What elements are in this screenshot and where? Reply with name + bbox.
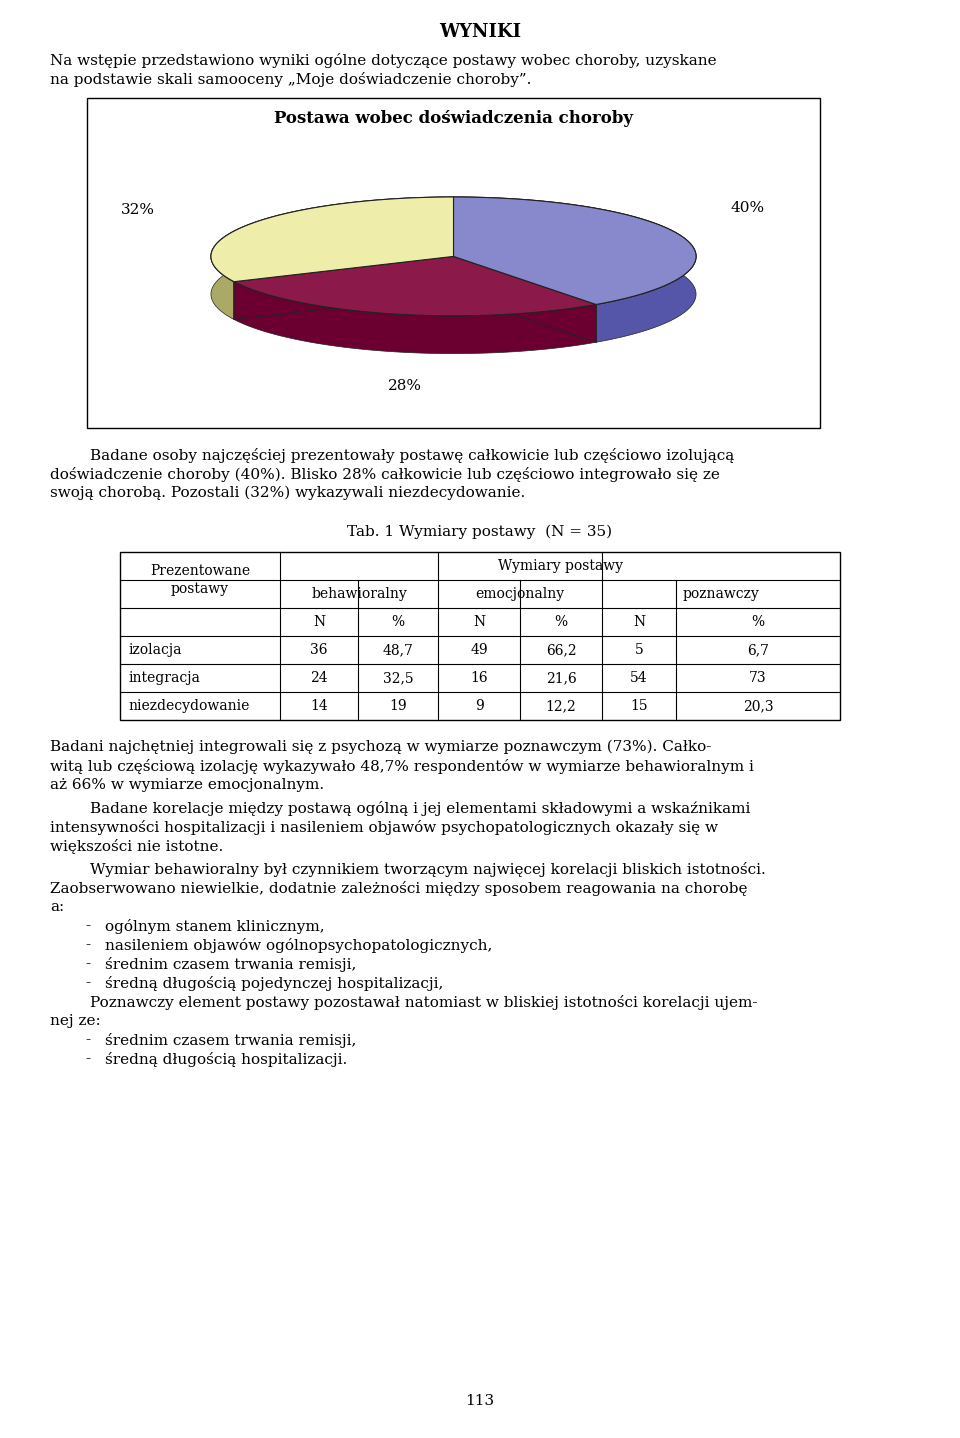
Text: integracja: integracja bbox=[128, 672, 200, 684]
Text: nej ze:: nej ze: bbox=[50, 1014, 101, 1028]
Text: swoją chorobą. Pozostali (32%) wykazywali niezdecydowanie.: swoją chorobą. Pozostali (32%) wykazywal… bbox=[50, 486, 525, 500]
Text: 54: 54 bbox=[630, 672, 648, 684]
Polygon shape bbox=[234, 282, 596, 354]
Text: N: N bbox=[473, 615, 485, 628]
Text: 113: 113 bbox=[466, 1393, 494, 1408]
Text: Tab. 1 Wymiary postawy  (N = 35): Tab. 1 Wymiary postawy (N = 35) bbox=[348, 525, 612, 539]
Text: doświadczenie choroby (40%). Blisko 28% całkowicie lub częściowo integrowało się: doświadczenie choroby (40%). Blisko 28% … bbox=[50, 467, 720, 482]
Polygon shape bbox=[453, 197, 696, 305]
Text: witą lub częściową izolację wykazywało 48,7% respondentów w wymiarze behawioraln: witą lub częściową izolację wykazywało 4… bbox=[50, 759, 754, 774]
Text: -: - bbox=[85, 976, 90, 989]
Text: średną długością hospitalizacji.: średną długością hospitalizacji. bbox=[105, 1053, 348, 1067]
Text: Badani najchętniej integrowali się z psychozą w wymiarze poznawczym (73%). Całko: Badani najchętniej integrowali się z psy… bbox=[50, 741, 711, 755]
Text: %: % bbox=[752, 615, 764, 628]
Text: aż 66% w wymiarze emocjonalnym.: aż 66% w wymiarze emocjonalnym. bbox=[50, 778, 324, 792]
Text: poznawczy: poznawczy bbox=[683, 587, 759, 601]
Text: %: % bbox=[555, 615, 567, 628]
Text: WYNIKI: WYNIKI bbox=[439, 23, 521, 42]
Polygon shape bbox=[234, 256, 596, 316]
Polygon shape bbox=[453, 256, 596, 342]
Text: 48,7: 48,7 bbox=[383, 643, 414, 657]
Polygon shape bbox=[211, 197, 453, 282]
Text: intensywności hospitalizacji i nasileniem objawów psychopatologicznych okazały s: intensywności hospitalizacji i nasilenie… bbox=[50, 820, 718, 835]
Text: emocjonalny: emocjonalny bbox=[475, 587, 564, 601]
Text: 66,2: 66,2 bbox=[545, 643, 576, 657]
Text: N: N bbox=[313, 615, 325, 628]
Text: Badane osoby najczęściej prezentowały postawę całkowicie lub częściowo izolującą: Badane osoby najczęściej prezentowały po… bbox=[90, 449, 734, 463]
Text: -: - bbox=[85, 919, 90, 933]
Text: Postawa wobec doświadczenia choroby: Postawa wobec doświadczenia choroby bbox=[274, 109, 633, 127]
Polygon shape bbox=[234, 256, 596, 316]
Text: %: % bbox=[392, 615, 404, 628]
Text: 14: 14 bbox=[310, 699, 328, 713]
Text: -: - bbox=[85, 1053, 90, 1066]
Text: 16: 16 bbox=[470, 672, 488, 684]
Text: Badane korelacje między postawą ogólną i jej elementami składowymi a wskaźnikami: Badane korelacje między postawą ogólną i… bbox=[90, 801, 751, 815]
Polygon shape bbox=[234, 256, 453, 319]
Text: 20,3: 20,3 bbox=[743, 699, 774, 713]
Text: Zaobserwowano niewielkie, dodatnie zależności między sposobem reagowania na chor: Zaobserwowano niewielkie, dodatnie zależ… bbox=[50, 881, 748, 896]
Text: -: - bbox=[85, 958, 90, 971]
Bar bbox=[120, 552, 840, 720]
Bar bbox=[87, 98, 820, 429]
Text: 6,7: 6,7 bbox=[747, 643, 769, 657]
Text: średnim czasem trwania remisji,: średnim czasem trwania remisji, bbox=[105, 958, 356, 972]
Text: ogólnym stanem klinicznym,: ogólnym stanem klinicznym, bbox=[105, 919, 324, 935]
Text: 73: 73 bbox=[749, 672, 767, 684]
Text: 49: 49 bbox=[470, 643, 488, 657]
Text: 9: 9 bbox=[474, 699, 484, 713]
Polygon shape bbox=[453, 256, 596, 342]
Text: Na wstępie przedstawiono wyniki ogólne dotyczące postawy wobec choroby, uzyskane: Na wstępie przedstawiono wyniki ogólne d… bbox=[50, 53, 716, 68]
Text: Wymiary postawy: Wymiary postawy bbox=[497, 559, 622, 572]
Text: N: N bbox=[633, 615, 645, 628]
Polygon shape bbox=[211, 197, 453, 282]
Text: Poznawczy element postawy pozostawał natomiast w bliskiej istotności korelacji u: Poznawczy element postawy pozostawał nat… bbox=[90, 995, 757, 1009]
Text: -: - bbox=[85, 1032, 90, 1047]
Text: izolacja: izolacja bbox=[128, 643, 181, 657]
Text: 40%: 40% bbox=[731, 201, 765, 214]
Text: większości nie istotne.: większości nie istotne. bbox=[50, 838, 224, 854]
Text: niezdecydowanie: niezdecydowanie bbox=[128, 699, 250, 713]
Polygon shape bbox=[453, 197, 696, 305]
Text: 36: 36 bbox=[310, 643, 327, 657]
Text: średnim czasem trwania remisji,: średnim czasem trwania remisji, bbox=[105, 1032, 356, 1048]
Polygon shape bbox=[453, 197, 696, 342]
Text: -: - bbox=[85, 938, 90, 952]
Text: 12,2: 12,2 bbox=[545, 699, 576, 713]
Text: Wymiar behawioralny był czynnikiem tworzącym najwięcej korelacji bliskich istotn: Wymiar behawioralny był czynnikiem tworz… bbox=[90, 861, 766, 877]
Text: a:: a: bbox=[50, 900, 64, 915]
Text: Prezentowane
postawy: Prezentowane postawy bbox=[150, 564, 250, 597]
Text: średną długością pojedynczej hospitalizacji,: średną długością pojedynczej hospitaliza… bbox=[105, 976, 444, 991]
Text: 21,6: 21,6 bbox=[545, 672, 576, 684]
Text: 32,5: 32,5 bbox=[383, 672, 414, 684]
Polygon shape bbox=[211, 197, 453, 319]
Text: nasileniem objawów ogólnopsychopatologicznych,: nasileniem objawów ogólnopsychopatologic… bbox=[105, 938, 492, 953]
Text: behawioralny: behawioralny bbox=[311, 587, 407, 601]
Text: 28%: 28% bbox=[388, 380, 422, 393]
Text: na podstawie skali samooceny „Moje doświadczenie choroby”.: na podstawie skali samooceny „Moje doświ… bbox=[50, 72, 532, 88]
Text: 5: 5 bbox=[635, 643, 643, 657]
Text: 24: 24 bbox=[310, 672, 327, 684]
Polygon shape bbox=[234, 256, 453, 319]
Text: 32%: 32% bbox=[121, 204, 155, 217]
Text: 19: 19 bbox=[389, 699, 407, 713]
Text: 15: 15 bbox=[630, 699, 648, 713]
